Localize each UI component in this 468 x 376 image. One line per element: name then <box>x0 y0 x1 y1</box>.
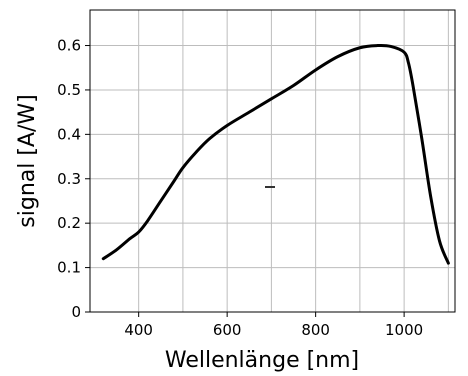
grid-lines <box>90 10 455 312</box>
series-layer <box>101 43 450 265</box>
y-tick-label: 0.3 <box>57 170 81 188</box>
series-line <box>101 43 450 265</box>
plot-frame <box>89 9 456 313</box>
plot-background <box>90 10 455 312</box>
x-tick-label: 600 <box>213 321 242 339</box>
x-axis-title: Wellenlänge [nm] <box>165 348 359 373</box>
y-tick-label: 0 <box>71 303 81 321</box>
y-tick-label: 0.6 <box>57 37 81 55</box>
y-axis-title: signal [A/W] <box>15 94 40 227</box>
plot-area <box>89 9 456 313</box>
x-tick-label: 800 <box>301 321 330 339</box>
y-tick-label: 0.2 <box>57 214 81 232</box>
y-tick-label: 0.1 <box>57 259 81 277</box>
y-tick-label: 0.4 <box>57 125 81 143</box>
x-axis: 400 600 800 1000 <box>124 312 423 339</box>
y-tick-label: 0.5 <box>57 81 81 99</box>
x-tick-label: 400 <box>124 321 153 339</box>
x-tick-label: 1000 <box>385 321 423 339</box>
y-axis: 0 0.1 0.2 0.3 0.4 0.5 0.6 <box>57 37 90 321</box>
